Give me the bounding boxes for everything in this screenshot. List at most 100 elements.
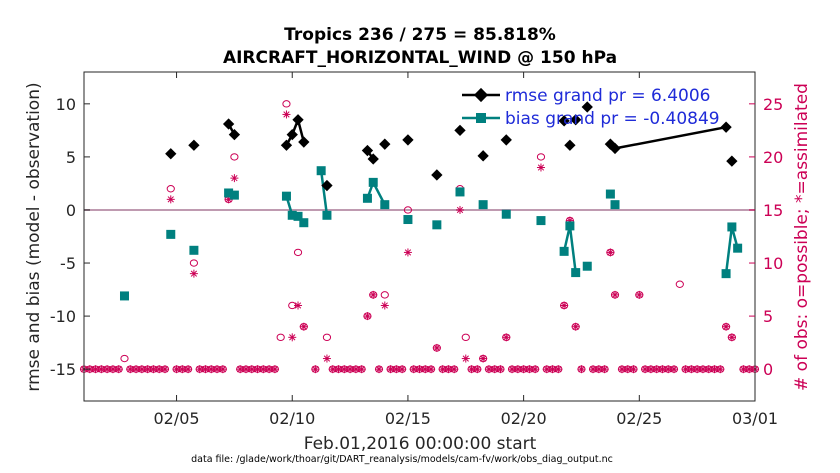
bias-point — [316, 166, 326, 176]
obs-assimilated-asterisk — [392, 365, 401, 374]
asterisk-stroke — [410, 366, 417, 373]
y-axis-right-label: # of obs: o=possible; *=assimilated — [792, 83, 812, 391]
rmse-point — [165, 148, 177, 160]
obs-assimilated-asterisk — [658, 365, 667, 374]
asterisk-stroke — [630, 366, 637, 373]
obs-assimilated-asterisk — [409, 365, 418, 374]
obs-assimilated-asterisk — [282, 110, 291, 119]
asterisk-stroke — [237, 366, 244, 373]
asterisk-stroke — [103, 366, 111, 373]
rmse-point — [477, 150, 489, 162]
asterisk-stroke — [213, 366, 221, 373]
obs-assimilated-asterisk — [155, 365, 164, 374]
plot-background — [84, 72, 755, 401]
bias-point — [362, 193, 372, 203]
bias-point — [565, 221, 575, 231]
asterisk-stroke — [173, 366, 180, 373]
obs-assimilated-asterisk — [716, 365, 725, 374]
y-axis-left-label: rmse and bias (model - observation) — [24, 82, 44, 391]
x-tick-label: 03/01 — [732, 409, 778, 428]
obs-assimilated-asterisk — [536, 163, 545, 172]
asterisk-stroke — [549, 366, 556, 373]
obs-assimilated-asterisk — [554, 365, 563, 374]
obs-assimilated-asterisk — [727, 333, 736, 342]
obs-assimilated-asterisk — [461, 354, 470, 363]
obs-assimilated-asterisk — [270, 365, 279, 374]
asterisk-stroke — [468, 366, 475, 373]
bias-point — [432, 220, 442, 230]
y-left-tick-label: -15 — [50, 360, 76, 379]
asterisk-stroke — [595, 366, 602, 373]
rmse-point — [321, 179, 333, 192]
obs-assimilated-asterisk — [473, 365, 482, 374]
obs-assimilated-asterisk — [299, 322, 308, 331]
obs-assimilated-asterisk — [508, 365, 517, 374]
obs-assimilated-asterisk — [531, 365, 540, 374]
asterisk-stroke — [427, 366, 435, 373]
bias-point — [322, 210, 332, 220]
asterisk-stroke — [711, 366, 718, 373]
bias-point — [119, 291, 129, 301]
obs-assimilated-asterisk — [403, 248, 412, 257]
asterisk-stroke — [184, 366, 192, 373]
asterisk-stroke — [190, 270, 198, 277]
obs-assimilated-asterisk — [346, 365, 355, 374]
y-left-tick-label: -10 — [50, 307, 76, 326]
asterisk-stroke — [641, 366, 649, 373]
rmse-point — [609, 142, 621, 155]
obs-assimilated-asterisk — [363, 312, 372, 321]
y-left-tick-label: 0 — [66, 201, 76, 220]
asterisk-stroke — [560, 302, 568, 309]
rmse-point — [280, 139, 293, 151]
asterisk-stroke — [202, 366, 209, 373]
x-tick-label: 02/25 — [616, 409, 662, 428]
asterisk-stroke — [508, 366, 516, 373]
plot-frame — [83, 71, 756, 402]
asterisk-stroke — [537, 164, 545, 171]
legend-bias-marker — [476, 113, 486, 123]
obs-assimilated-asterisk — [201, 365, 210, 374]
asterisk-stroke — [740, 366, 747, 373]
obs-assimilated-asterisk — [617, 365, 626, 374]
y-right-tick-label: 0 — [763, 360, 773, 379]
obs-assimilated-asterisk — [490, 365, 499, 374]
asterisk-stroke — [364, 312, 371, 320]
rmse-point — [228, 128, 241, 141]
bias-point — [501, 209, 511, 219]
asterisk-stroke — [694, 366, 701, 373]
asterisk-stroke — [699, 366, 707, 373]
y-right-tick-label: 10 — [763, 254, 783, 273]
bias-point — [721, 269, 731, 279]
asterisk-stroke — [578, 366, 585, 373]
asterisk-stroke — [346, 366, 354, 373]
obs-assimilated-asterisk — [704, 365, 713, 374]
asterisk-stroke — [179, 366, 186, 373]
asterisk-stroke — [485, 366, 493, 373]
asterisk-stroke — [387, 366, 394, 373]
asterisk-stroke — [393, 366, 400, 373]
obs-assimilated-asterisk — [351, 365, 360, 374]
y-left-tick-label: 5 — [66, 148, 76, 167]
asterisk-stroke — [456, 206, 464, 214]
obs-possible-circle — [282, 100, 291, 108]
asterisk-stroke — [532, 366, 539, 373]
obs-assimilated-asterisk — [322, 354, 331, 363]
asterisk-stroke — [208, 366, 215, 373]
rmse-point — [564, 139, 576, 151]
rmse-point — [726, 155, 738, 167]
obs-assimilated-asterisk — [114, 365, 123, 374]
bias-point — [582, 261, 592, 271]
bias-series-points — [119, 166, 743, 301]
asterisk-stroke — [144, 366, 151, 373]
asterisk-stroke — [358, 366, 365, 373]
asterisk-stroke — [132, 366, 140, 373]
y-right-tick-label: 15 — [763, 201, 783, 220]
asterisk-stroke — [682, 366, 689, 373]
asterisk-stroke — [271, 366, 279, 373]
asterisk-stroke — [156, 366, 163, 373]
legend-bias-label: bias grand pr = -0.40849 — [505, 109, 720, 129]
rmse-point — [298, 136, 310, 148]
obs-assimilated-asterisk — [629, 365, 638, 374]
obs-assimilated-asterisk — [386, 365, 395, 374]
